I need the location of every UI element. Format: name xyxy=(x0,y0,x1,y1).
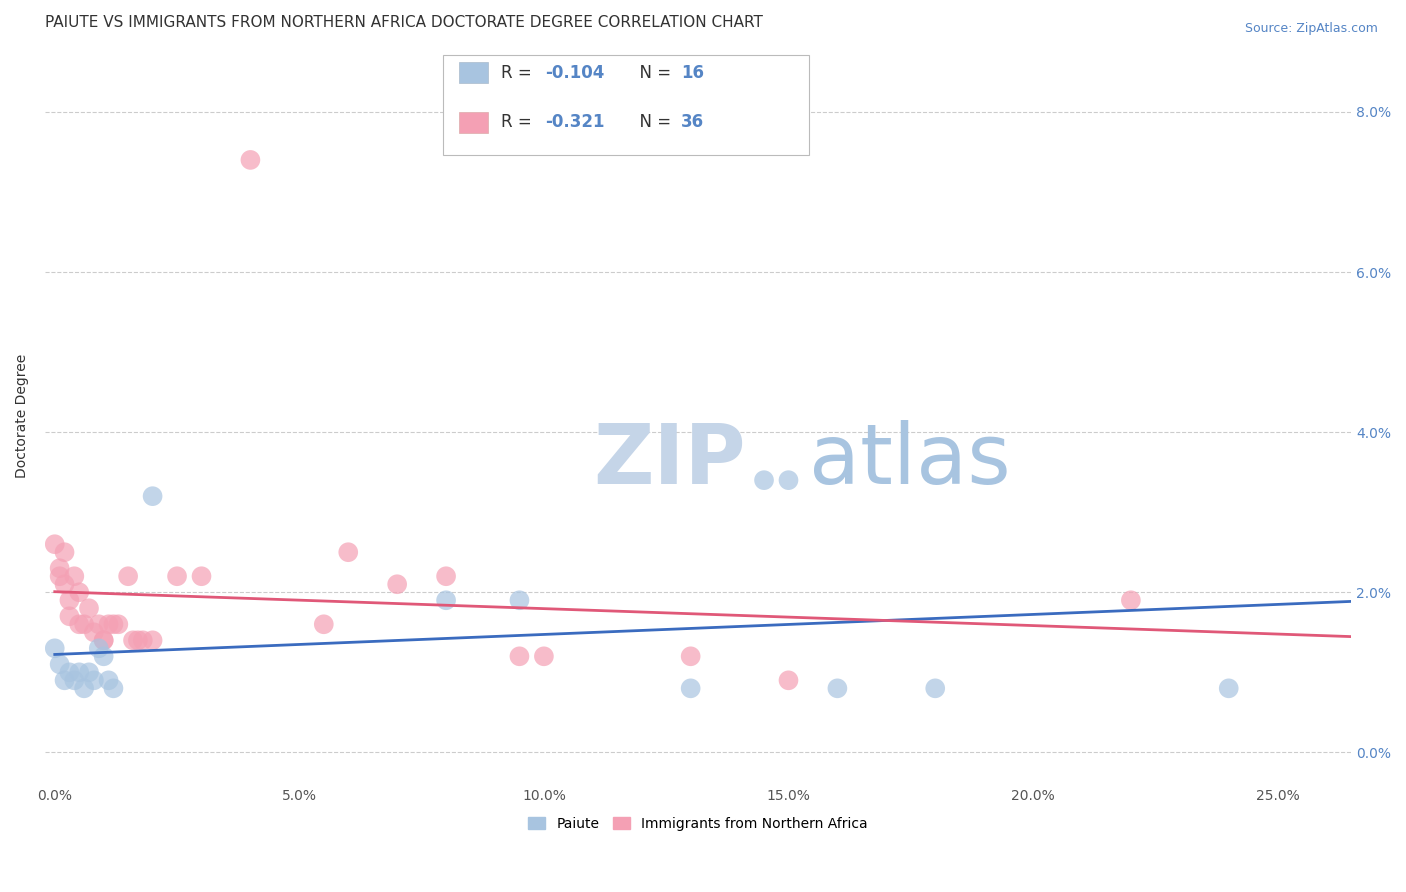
Text: ZIP: ZIP xyxy=(593,420,747,500)
Point xyxy=(103,681,125,696)
Point xyxy=(508,649,530,664)
Point xyxy=(63,569,86,583)
Text: Source: ZipAtlas.com: Source: ZipAtlas.com xyxy=(1244,22,1378,36)
Point xyxy=(117,569,139,583)
Point xyxy=(48,561,70,575)
Text: -0.104: -0.104 xyxy=(546,63,605,81)
Point xyxy=(533,649,555,664)
Text: R =: R = xyxy=(501,63,537,81)
Point xyxy=(53,673,76,688)
Point xyxy=(122,633,145,648)
Point xyxy=(778,473,800,487)
Point xyxy=(434,593,457,607)
Point xyxy=(63,673,86,688)
Point xyxy=(93,633,115,648)
Text: N =: N = xyxy=(628,63,676,81)
Point xyxy=(67,665,90,680)
Point xyxy=(190,569,212,583)
Text: PAIUTE VS IMMIGRANTS FROM NORTHERN AFRICA DOCTORATE DEGREE CORRELATION CHART: PAIUTE VS IMMIGRANTS FROM NORTHERN AFRIC… xyxy=(45,15,763,30)
Point xyxy=(1218,681,1240,696)
Point xyxy=(48,657,70,672)
Point xyxy=(48,569,70,583)
FancyBboxPatch shape xyxy=(443,55,808,154)
Point xyxy=(778,673,800,688)
Point xyxy=(97,673,120,688)
Point xyxy=(87,617,110,632)
Point xyxy=(679,649,702,664)
Point xyxy=(127,633,149,648)
Point xyxy=(107,617,129,632)
Y-axis label: Doctorate Degree: Doctorate Degree xyxy=(15,354,30,478)
Point xyxy=(77,665,100,680)
Point xyxy=(924,681,946,696)
Point xyxy=(142,489,165,503)
Text: atlas: atlas xyxy=(808,420,1011,500)
Text: R =: R = xyxy=(501,113,537,131)
Point xyxy=(337,545,360,559)
Point xyxy=(103,617,125,632)
Text: N =: N = xyxy=(628,113,676,131)
Text: 16: 16 xyxy=(681,63,704,81)
Point xyxy=(53,577,76,591)
Point xyxy=(53,545,76,559)
Point xyxy=(93,649,115,664)
Point xyxy=(44,641,66,656)
Point xyxy=(1119,593,1142,607)
Point xyxy=(67,617,90,632)
Point xyxy=(73,681,96,696)
Point xyxy=(142,633,165,648)
Point xyxy=(58,609,80,624)
Point xyxy=(93,633,115,648)
Point xyxy=(77,601,100,615)
Point xyxy=(73,617,96,632)
Point xyxy=(385,577,408,591)
Point xyxy=(87,641,110,656)
Point xyxy=(44,537,66,551)
Point xyxy=(508,593,530,607)
Text: -0.321: -0.321 xyxy=(546,113,605,131)
Point xyxy=(97,617,120,632)
Point xyxy=(58,665,80,680)
Point xyxy=(83,625,105,640)
Point xyxy=(58,593,80,607)
Point xyxy=(239,153,262,167)
Point xyxy=(752,473,775,487)
Point xyxy=(166,569,188,583)
Point xyxy=(83,673,105,688)
Legend: Paiute, Immigrants from Northern Africa: Paiute, Immigrants from Northern Africa xyxy=(523,811,873,837)
Point xyxy=(312,617,335,632)
Point xyxy=(434,569,457,583)
Point xyxy=(132,633,155,648)
Point xyxy=(679,681,702,696)
FancyBboxPatch shape xyxy=(458,62,488,83)
FancyBboxPatch shape xyxy=(458,112,488,133)
Point xyxy=(827,681,849,696)
Point xyxy=(67,585,90,599)
Text: 36: 36 xyxy=(681,113,704,131)
